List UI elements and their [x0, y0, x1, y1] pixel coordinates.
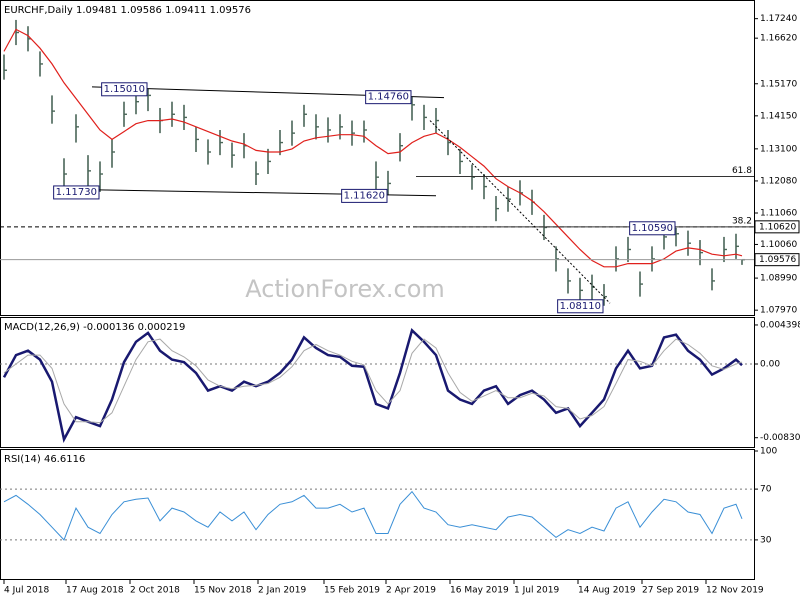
trendline [429, 120, 611, 304]
x-tick-label: 4 Jul 2018 [4, 586, 49, 596]
annotation-label: 1.14760 [368, 92, 409, 103]
annotation-box [557, 299, 604, 314]
annotation-label: 1.10590 [632, 223, 673, 234]
y-tick-label: 70 [760, 485, 772, 495]
watermark: ActionForex.com [245, 275, 445, 303]
annotation-box [101, 82, 148, 97]
rsi-panel [0, 449, 755, 580]
price-panel [0, 0, 755, 316]
panel-title: RSI(14) 46.6116 [4, 454, 85, 465]
line [3, 338, 743, 424]
price-label-box [754, 253, 800, 267]
price-label: 1.10620 [759, 222, 796, 232]
x-tick-label: 2 Apr 2019 [386, 586, 436, 596]
y-tick-label: 0.004398 [760, 320, 800, 330]
fib-label: 38.2 [732, 216, 752, 226]
annotation-label: 1.11620 [344, 190, 385, 201]
y-tick-label: 1.17240 [760, 14, 797, 24]
y-tick-label: 1.15170 [760, 79, 797, 89]
macd-panel [0, 317, 755, 448]
y-tick-label: 1.08990 [760, 274, 797, 284]
annotation-label: 1.08110 [560, 301, 601, 312]
y-tick-label: 100 [760, 447, 777, 457]
panel-title: EURCHF,Daily 1.09481 1.09586 1.09411 1.0… [4, 5, 251, 16]
x-tick-label: 16 May 2019 [450, 586, 509, 596]
y-tick-label: 1.11060 [760, 209, 797, 219]
x-tick-label: 15 Nov 2018 [194, 586, 252, 596]
annotation-box [629, 221, 676, 236]
x-tick-label: 2 Jan 2019 [258, 586, 306, 596]
panel-title: MACD(12,26,9) -0.000136 0.000219 [4, 322, 185, 333]
price-label: 1.09576 [759, 255, 796, 265]
y-tick-label: -0.008306 [760, 433, 800, 443]
y-tick-label: 1.10060 [760, 240, 797, 250]
y-tick-label: 0.00 [760, 359, 780, 369]
annotation-box [53, 185, 100, 200]
line [3, 490, 743, 541]
price-label-box [754, 220, 800, 234]
x-tick-label: 15 Feb 2019 [324, 586, 380, 596]
x-tick-label: 14 Aug 2019 [578, 586, 636, 596]
y-tick-label: 30 [760, 535, 772, 545]
y-tick-label: 1.13100 [760, 144, 797, 154]
y-tick-label: 1.16620 [760, 34, 797, 44]
x-tick-label: 12 Nov 2019 [706, 586, 764, 596]
annotation-label: 1.11730 [56, 187, 97, 198]
line [3, 28, 743, 268]
x-tick-label: 2 Oct 2018 [130, 586, 180, 596]
x-tick-label: 27 Sep 2019 [642, 586, 699, 596]
line [2, 327, 743, 444]
annotation-box [365, 90, 412, 105]
y-tick-label: 1.12080 [760, 176, 797, 186]
y-tick-label: 1.14150 [760, 111, 797, 121]
fib-label: 61.8 [732, 166, 752, 176]
annotation-label: 1.15010 [104, 84, 145, 95]
x-tick-label: 1 Jul 2019 [514, 586, 559, 596]
y-tick-label: 1.07970 [760, 306, 797, 316]
x-tick-label: 17 Aug 2018 [66, 586, 124, 596]
annotation-box [341, 188, 388, 203]
